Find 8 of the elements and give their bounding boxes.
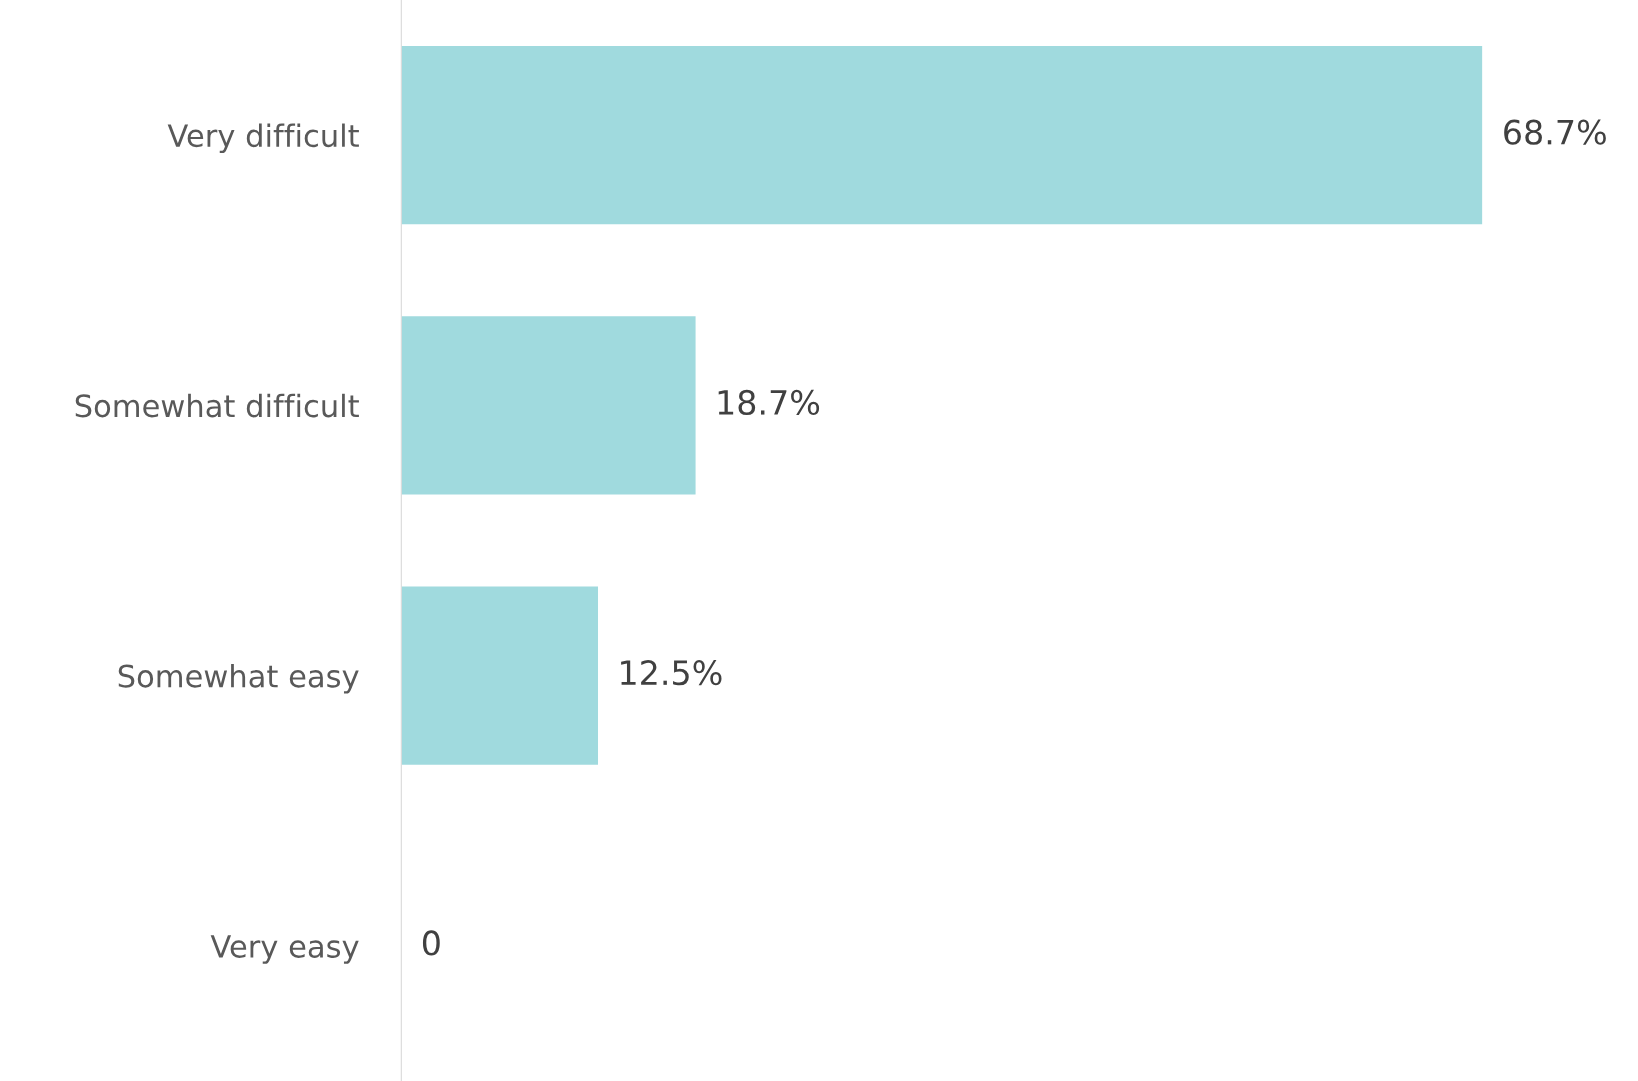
y-tick-label: Somewhat difficult [75, 393, 359, 418]
data-label: 0 [422, 930, 440, 956]
data-label: 68.7% [1504, 119, 1606, 145]
y-tick-label: Very easy [210, 935, 359, 964]
data-label: 12.5% [621, 660, 722, 686]
data-label: 18.7% [718, 389, 820, 416]
y-tick-label: Somewhat easy [118, 664, 359, 694]
y-tick-label: Very difficult [167, 123, 359, 154]
